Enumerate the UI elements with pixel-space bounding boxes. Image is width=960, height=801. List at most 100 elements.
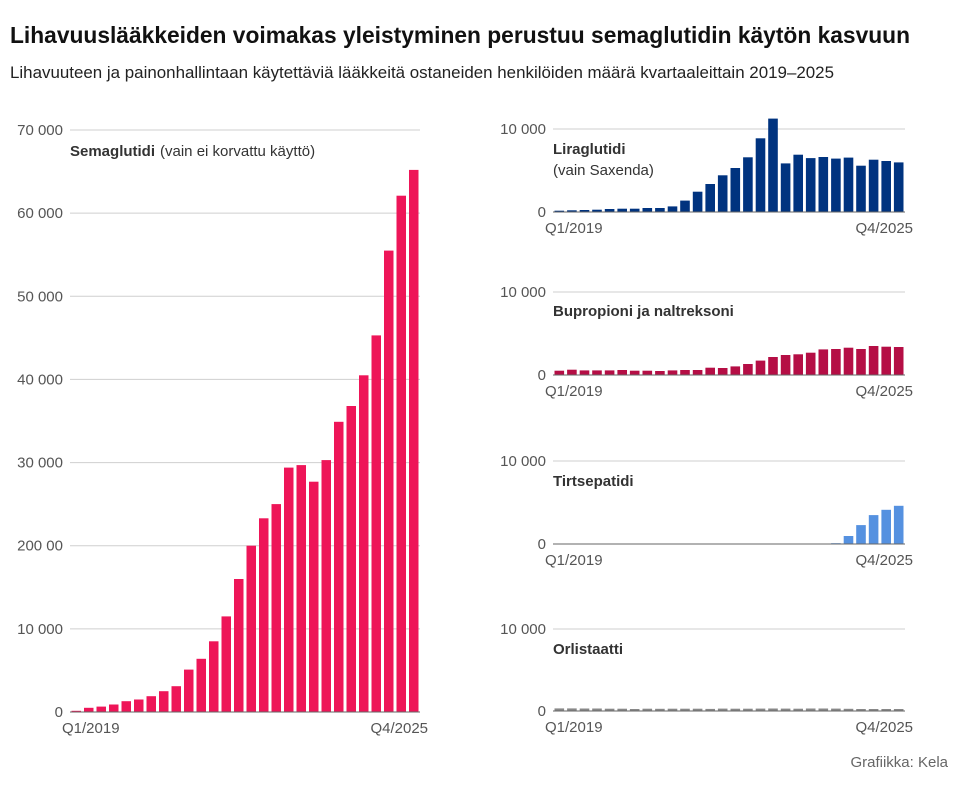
bar-semaglutidi-18	[284, 468, 294, 712]
chart-title: Lihavuuslääkkeiden voimakas yleistyminen…	[10, 22, 910, 48]
bar-liraglutidi-17	[756, 138, 766, 212]
bar-bupropioni-ja-naltreksoni-7	[630, 371, 640, 375]
bar-liraglutidi-24	[844, 158, 854, 212]
bar-liraglutidi-27	[881, 161, 891, 212]
bar-semaglutidi-26	[384, 251, 394, 712]
source-label: Grafiikka: Kela	[850, 754, 948, 771]
bar-liraglutidi-19	[781, 163, 791, 212]
series-label: Semaglutidi(vain ei korvattu käyttö)	[70, 143, 315, 160]
bar-bupropioni-ja-naltreksoni-21	[806, 353, 816, 375]
x-tick-last: Q4/2025	[855, 552, 913, 569]
bar-semaglutidi-3	[97, 707, 107, 712]
bar-semaglutidi-7	[147, 696, 157, 712]
bar-semaglutidi-12	[209, 641, 219, 712]
bar-semaglutidi-13	[222, 616, 232, 712]
bar-liraglutidi-13	[705, 184, 715, 212]
y-tick-label: 40 000	[17, 371, 63, 388]
bar-semaglutidi-4	[109, 705, 119, 713]
bar-tirtsepatidi-25	[856, 525, 866, 544]
series-label: Liraglutidi	[553, 141, 626, 158]
y-tick-label: 10 000	[17, 621, 63, 638]
bar-bupropioni-ja-naltreksoni-14	[718, 368, 728, 375]
bar-liraglutidi-18	[768, 119, 778, 212]
series-label: Bupropioni ja naltreksoni	[553, 303, 734, 320]
bar-bupropioni-ja-naltreksoni-1	[555, 371, 565, 375]
bar-bupropioni-ja-naltreksoni-18	[768, 357, 778, 375]
bar-semaglutidi-24	[359, 375, 369, 712]
y-tick-label: 10 000	[500, 284, 546, 301]
bar-bupropioni-ja-naltreksoni-22	[819, 349, 829, 375]
x-tick-first: Q1/2019	[545, 220, 603, 237]
bar-liraglutidi-10	[668, 206, 678, 212]
y-tick-label: 70 000	[17, 122, 63, 139]
y-tick-label: 0	[538, 536, 546, 553]
y-tick-label: 0	[538, 703, 546, 720]
series-name: Tirtsepatidi	[553, 473, 634, 490]
bar-semaglutidi-16	[259, 518, 269, 712]
chart-subtitle: Lihavuuteen ja painonhallintaan käytettä…	[10, 63, 834, 82]
bar-bupropioni-ja-naltreksoni-8	[643, 371, 653, 375]
y-tick-label: 0	[538, 367, 546, 384]
x-tick-first: Q1/2019	[545, 383, 603, 400]
bar-bupropioni-ja-naltreksoni-11	[680, 370, 690, 375]
x-tick-first: Q1/2019	[545, 552, 603, 569]
x-tick-last: Q4/2025	[855, 719, 913, 736]
bar-semaglutidi-28	[409, 170, 419, 712]
bar-semaglutidi-20	[309, 482, 319, 712]
bar-liraglutidi-23	[831, 159, 841, 212]
series-label: Orlistaatti	[553, 641, 623, 658]
bar-bupropioni-ja-naltreksoni-20	[793, 354, 803, 375]
bar-bupropioni-ja-naltreksoni-26	[869, 346, 879, 375]
bar-semaglutidi-6	[134, 700, 144, 713]
bar-bupropioni-ja-naltreksoni-16	[743, 364, 753, 375]
bar-semaglutidi-25	[372, 335, 382, 712]
bar-tirtsepatidi-27	[881, 510, 891, 544]
bar-semaglutidi-19	[297, 465, 307, 712]
bar-liraglutidi-11	[680, 201, 690, 212]
bar-semaglutidi-27	[397, 196, 407, 712]
bar-liraglutidi-16	[743, 157, 753, 212]
series-note: (vain Saxenda)	[553, 162, 654, 179]
bar-tirtsepatidi-24	[844, 536, 854, 544]
bar-tirtsepatidi-26	[869, 515, 879, 544]
bar-bupropioni-ja-naltreksoni-9	[655, 371, 665, 375]
bar-bupropioni-ja-naltreksoni-13	[705, 368, 715, 375]
bar-semaglutidi-11	[197, 659, 207, 712]
y-tick-label: 30 000	[17, 455, 63, 472]
series-name: Liraglutidi	[553, 141, 626, 158]
bar-liraglutidi-25	[856, 166, 866, 212]
bar-liraglutidi-26	[869, 160, 879, 212]
series-name: Orlistaatti	[553, 641, 623, 658]
bar-liraglutidi-14	[718, 175, 728, 212]
y-tick-label: 10 000	[500, 621, 546, 638]
bar-bupropioni-ja-naltreksoni-4	[592, 370, 602, 375]
bar-semaglutidi-14	[234, 579, 244, 712]
bar-bupropioni-ja-naltreksoni-3	[580, 370, 590, 375]
y-tick-label: 10 000	[500, 453, 546, 470]
x-tick-last: Q4/2025	[855, 220, 913, 237]
bar-liraglutidi-21	[806, 158, 816, 212]
y-tick-label: 10 000	[500, 121, 546, 138]
bar-liraglutidi-20	[793, 155, 803, 212]
panel-tirtsepatidi: 0 10 000 Q1/2019 Q4/2025 Tirtsepatidi	[500, 453, 913, 569]
bar-bupropioni-ja-naltreksoni-28	[894, 347, 904, 375]
bar-bupropioni-ja-naltreksoni-23	[831, 349, 841, 375]
y-tick-label: 50 000	[17, 288, 63, 305]
bar-semaglutidi-17	[272, 504, 282, 712]
bar-bupropioni-ja-naltreksoni-19	[781, 355, 791, 375]
bar-bupropioni-ja-naltreksoni-10	[668, 370, 678, 375]
bar-tirtsepatidi-28	[894, 506, 904, 544]
bar-liraglutidi-12	[693, 192, 703, 212]
bar-semaglutidi-5	[122, 701, 132, 712]
bar-bupropioni-ja-naltreksoni-12	[693, 370, 703, 375]
y-tick-label: 0	[55, 704, 63, 721]
bar-liraglutidi-9	[655, 208, 665, 212]
bar-semaglutidi-8	[159, 691, 169, 712]
bar-bupropioni-ja-naltreksoni-15	[731, 366, 741, 375]
bar-semaglutidi-2	[84, 708, 94, 712]
bar-semaglutidi-9	[172, 686, 182, 712]
bar-liraglutidi-8	[643, 208, 653, 212]
